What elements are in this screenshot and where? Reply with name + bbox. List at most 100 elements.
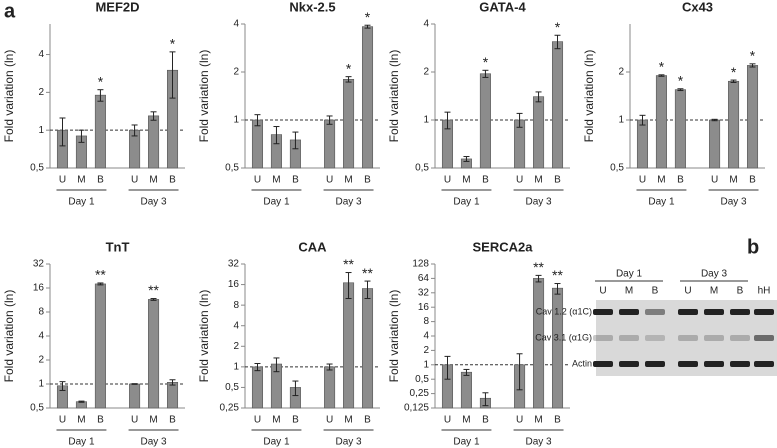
x-tick-label: B xyxy=(292,175,299,186)
group-label: Day 1 xyxy=(616,269,643,280)
blot-band xyxy=(754,309,774,315)
bar xyxy=(551,41,564,169)
bar xyxy=(251,366,264,409)
blot-band xyxy=(730,335,750,341)
x-tick-label: B xyxy=(554,175,561,186)
x-tick-label: U xyxy=(516,415,523,426)
bar xyxy=(94,283,106,409)
x-tick-label: U xyxy=(254,175,261,186)
significance-mark: ** xyxy=(552,267,563,283)
x-tick-label: B xyxy=(97,415,104,426)
panel-label: a xyxy=(4,0,16,22)
x-tick-label: B xyxy=(364,175,371,186)
bar xyxy=(674,89,686,169)
lane-label: B xyxy=(652,286,659,297)
bar xyxy=(479,73,491,169)
group-label: Day 3 xyxy=(140,197,167,208)
y-tick-label: 4 xyxy=(233,19,239,30)
x-tick-label: M xyxy=(344,175,352,186)
significance-mark: * xyxy=(659,59,665,75)
y-tick-label: 32 xyxy=(418,287,430,298)
blot-band xyxy=(593,335,613,341)
group-label: Day 3 xyxy=(525,197,552,208)
x-tick-label: B xyxy=(292,415,299,426)
y-tick-label: 0,5 xyxy=(225,163,239,174)
row-label: Cav 3.1 (α1G) xyxy=(535,332,592,342)
bar xyxy=(166,382,179,409)
significance-mark: ** xyxy=(148,282,159,298)
y-tick-label: 2 xyxy=(618,67,624,78)
y-tick-label: 1 xyxy=(233,115,239,126)
significance-mark: ** xyxy=(95,267,106,283)
significance-mark: * xyxy=(365,9,371,25)
x-tick-label: B xyxy=(482,415,489,426)
x-tick-label: M xyxy=(272,175,280,186)
chart-title: SERCA2a xyxy=(473,239,534,254)
y-tick-label: 16 xyxy=(33,283,45,294)
bar xyxy=(533,96,545,169)
x-tick-label: M xyxy=(534,415,542,426)
y-tick-label: 0,5 xyxy=(30,403,44,414)
blot-band xyxy=(645,309,665,315)
y-tick-label: 0,5 xyxy=(225,382,239,393)
x-tick-label: B xyxy=(554,415,561,426)
lane-label: U xyxy=(599,286,606,297)
group-label: Day 3 xyxy=(525,437,552,448)
x-tick-label: M xyxy=(149,415,157,426)
x-tick-label: U xyxy=(59,175,66,186)
y-tick-label: 1 xyxy=(233,361,239,372)
lane-label: U xyxy=(684,286,691,297)
x-tick-label: U xyxy=(326,175,333,186)
chart-title: GATA-4 xyxy=(479,0,526,14)
y-tick-label: 16 xyxy=(228,279,240,290)
blot-band xyxy=(678,335,698,341)
y-tick-label: 8 xyxy=(38,307,44,318)
group-label: Day 3 xyxy=(335,437,362,448)
y-axis-label: Fold variation (ln) xyxy=(2,290,16,383)
x-tick-label: U xyxy=(639,175,646,186)
chart-title: MEF2D xyxy=(95,0,139,14)
y-tick-label: 64 xyxy=(418,273,430,284)
y-axis-label: Fold variation (ln) xyxy=(197,290,211,383)
x-tick-label: M xyxy=(272,415,280,426)
x-tick-label: B xyxy=(677,175,684,186)
x-tick-label: M xyxy=(462,175,470,186)
chart-title: TnT xyxy=(106,239,130,254)
x-tick-label: M xyxy=(77,175,85,186)
chart-title: CAA xyxy=(298,239,327,254)
x-tick-label: B xyxy=(364,415,371,426)
y-tick-label: 2 xyxy=(423,345,429,356)
y-tick-label: 2 xyxy=(38,87,44,98)
y-tick-label: 2 xyxy=(233,67,239,78)
x-tick-label: U xyxy=(444,415,451,426)
y-tick-label: 1 xyxy=(423,359,429,370)
x-tick-label: U xyxy=(131,415,138,426)
x-tick-label: U xyxy=(516,175,523,186)
y-tick-label: 4 xyxy=(423,331,429,342)
x-tick-label: M xyxy=(77,415,85,426)
x-tick-label: U xyxy=(326,415,333,426)
bar xyxy=(655,75,667,169)
y-tick-label: 2 xyxy=(423,67,429,78)
y-axis-label: Fold variation (ln) xyxy=(197,50,211,143)
significance-mark: * xyxy=(678,72,684,88)
blot-band xyxy=(704,361,724,367)
significance-mark: * xyxy=(346,60,352,76)
bar xyxy=(361,26,374,169)
x-tick-label: B xyxy=(97,175,104,186)
blot-band xyxy=(704,335,724,341)
group-label: Day 3 xyxy=(140,437,167,448)
blot-band xyxy=(678,309,698,315)
x-tick-label: M xyxy=(534,175,542,186)
y-tick-label: 0,125 xyxy=(404,403,429,414)
blot-band xyxy=(754,335,774,341)
blot-band xyxy=(593,309,613,315)
bar xyxy=(361,288,374,409)
x-tick-label: M xyxy=(657,175,665,186)
group-label: Day 1 xyxy=(453,437,480,448)
lane-label: B xyxy=(737,286,744,297)
y-tick-label: 4 xyxy=(233,320,239,331)
bar xyxy=(94,94,106,169)
panel-label: b xyxy=(747,236,759,258)
y-tick-label: 128 xyxy=(412,259,429,270)
